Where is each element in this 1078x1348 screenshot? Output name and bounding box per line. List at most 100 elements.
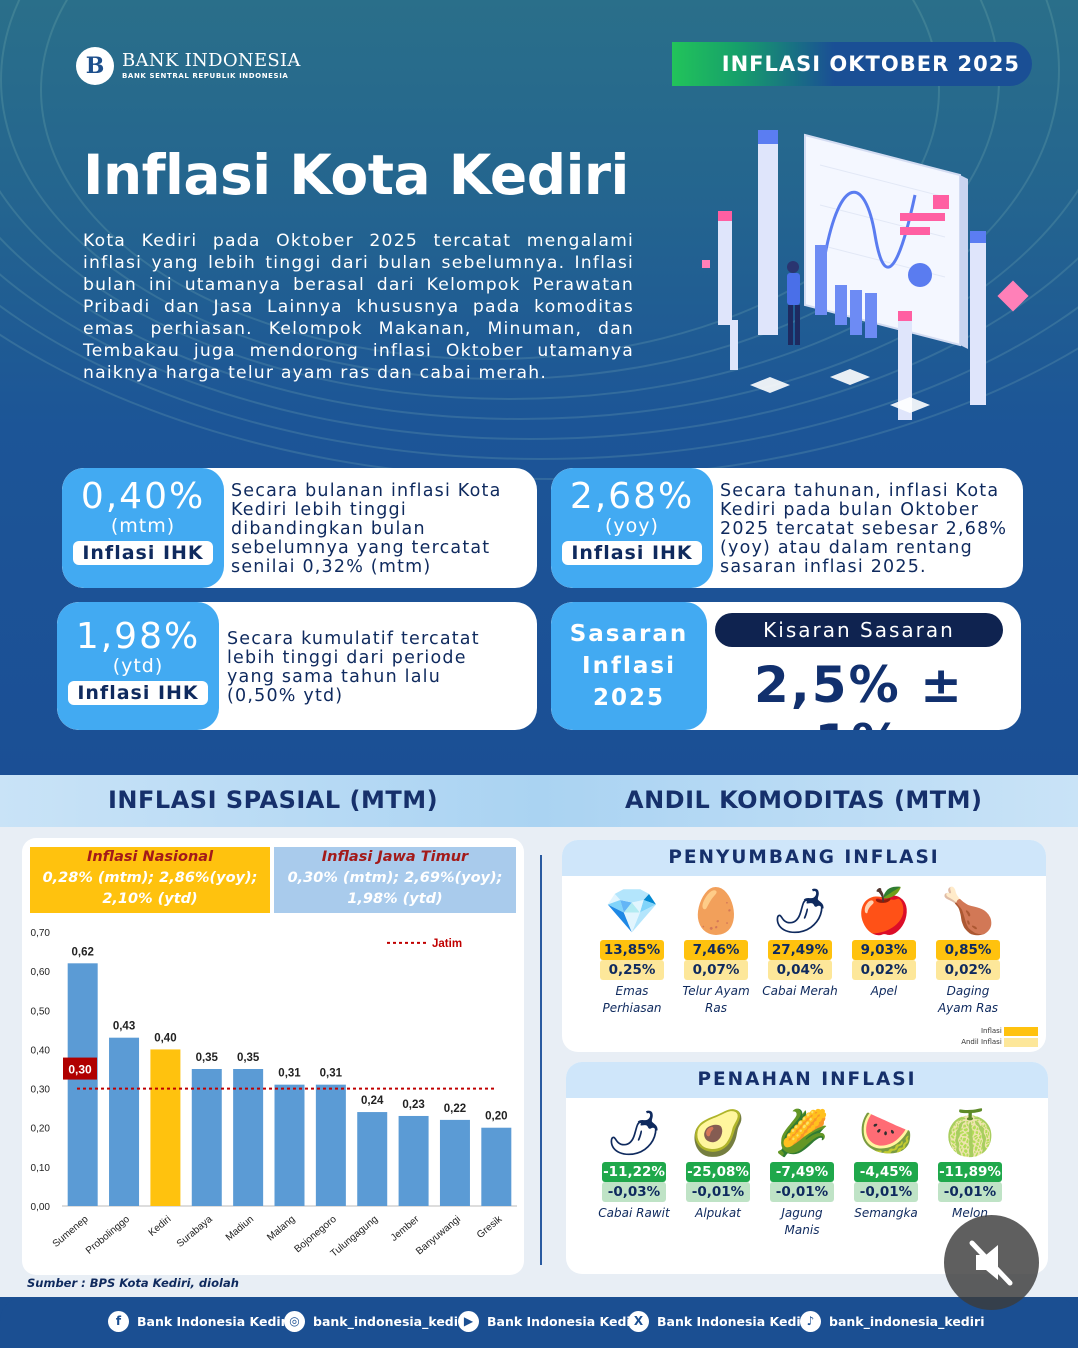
commodity-item: 🌶 27,49% 0,04% Cabai Merah <box>760 884 840 1000</box>
yoy-value: 2,68% <box>569 476 695 517</box>
bar-value-label: 0,43 <box>113 1021 135 1033</box>
y-tick-label: 0,00 <box>31 1202 51 1213</box>
yoy-label: Inflasi IHK <box>562 541 702 565</box>
inflation-value: 27,49% <box>768 940 832 960</box>
legend-inflasi-label: Inflasi <box>980 1027 1002 1035</box>
social-facebook[interactable]: f Bank Indonesia Kediri <box>108 1311 291 1332</box>
chicken-meat-icon: 🍗 <box>940 886 996 937</box>
reference-value-badge <box>63 1057 97 1080</box>
ytd-stat: 1,98% (ytd) Inflasi IHK <box>57 602 219 730</box>
chart-bar <box>357 1112 388 1206</box>
x-icon: X <box>628 1311 649 1332</box>
person-figure <box>787 261 800 345</box>
commodity-label: Daging Ayam Ras <box>937 984 999 1015</box>
mtm-description: Secara bulanan inflasi Kota Kediri lebih… <box>231 481 502 577</box>
national-inflation-title: Inflasi Nasional <box>86 849 214 865</box>
source-note: Sumber : BPS Kota Kediri, diolah <box>27 1276 239 1290</box>
legend-andil-label: Andil Inflasi <box>961 1038 1002 1046</box>
melon-icon: 🍈 <box>942 1108 998 1159</box>
period-banner: INFLASI OKTOBER 2025 <box>672 42 1032 86</box>
mtm-label: Inflasi IHK <box>73 541 213 565</box>
ytd-value: 1,98% <box>75 616 201 657</box>
y-tick-label: 0,10 <box>31 1163 51 1174</box>
social-label: Bank Indonesia Kediri <box>137 1314 292 1329</box>
bar-value-label: 0,35 <box>237 1052 260 1064</box>
contribution-value: 0,04% <box>768 960 832 980</box>
category-label: Madiun <box>224 1214 256 1244</box>
penyumbang-title: PENYUMBANG INFLASI <box>562 840 1046 876</box>
apple-icon: 🍎 <box>856 886 912 937</box>
social-instagram[interactable]: ◎ bank_indonesia_kediri <box>284 1311 469 1332</box>
mtm-stat: 0,40% (mtm) Inflasi IHK <box>62 468 224 588</box>
jatim-inflation-box: Inflasi Jawa Timur 0,30% (mtm); 2,69%(yo… <box>274 847 516 913</box>
social-label: bank_indonesia_kediri <box>313 1314 469 1329</box>
spatial-bar-chart: 0,00 0,10 0,20 0,30 0,40 0,50 0,60 0,70 0,62 Sume… <box>31 928 517 1260</box>
target-range-value: 2,5% ± 1% <box>754 656 964 730</box>
commodity-item: 💎 13,85% 0,25% Emas Perhiasan <box>592 884 672 1017</box>
bar-columns <box>815 245 877 338</box>
target-range-header: Kisaran Sasaran <box>715 613 1003 647</box>
bar-value-label: 0,31 <box>320 1068 343 1080</box>
eggs-icon: 🥚 <box>688 886 744 937</box>
category-label: Gresik <box>475 1213 505 1241</box>
jatim-inflation-values: 0,30% (mtm); 2,69%(yoy); 1,98% (ytd) <box>287 870 503 907</box>
yoy-description: Secara tahunan, inflasi Kota Kediri pada… <box>720 481 1008 577</box>
bar-value-label: 0,35 <box>196 1052 219 1064</box>
social-label: bank_indonesia_kediri <box>829 1314 985 1329</box>
social-label: Bank Indonesia Kediri <box>657 1314 812 1329</box>
page-title: Inflasi Kota Kediri <box>83 143 629 207</box>
category-label: Malang <box>265 1214 297 1244</box>
inflation-value: 0,85% <box>936 940 1000 960</box>
ytd-card: 1,98% (ytd) Inflasi IHK Secara kumulatif… <box>57 602 537 730</box>
legend-label: Jatim <box>432 938 462 950</box>
inflation-value: -11,89% <box>938 1162 1002 1182</box>
category-label: Probolinggo <box>84 1214 132 1257</box>
contribution-value: -0,01% <box>938 1182 1002 1202</box>
mute-button[interactable] <box>944 1215 1039 1310</box>
chart-bar <box>481 1127 512 1206</box>
bar-value-label: 0,62 <box>71 946 93 958</box>
youtube-icon: ▶ <box>458 1311 479 1332</box>
legend-inflasi-swatch <box>1004 1026 1038 1036</box>
cayenne-chili-icon: 🌶 <box>606 1108 662 1159</box>
mtm-unit: (mtm) <box>110 515 176 537</box>
social-youtube[interactable]: ▶ Bank Indonesia Kediri <box>458 1311 641 1332</box>
inflation-value: -4,45% <box>854 1162 918 1182</box>
commodity-label: Jagung Manis <box>781 1206 823 1237</box>
target-label: Sasaran Inflasi 2025 <box>551 602 707 730</box>
chart-bar <box>67 963 98 1206</box>
category-label: Jember <box>389 1213 422 1243</box>
contribution-value: -0,01% <box>770 1182 834 1202</box>
watermelon-icon: 🍉 <box>858 1108 914 1159</box>
jatim-inflation-title: Inflasi Jawa Timur <box>321 849 469 865</box>
commodity-label: Alpukat <box>695 1206 741 1220</box>
necklace-icon: 💎 <box>604 886 660 937</box>
section-divider <box>540 855 542 1265</box>
social-tiktok[interactable]: ♪ bank_indonesia_kediri <box>800 1311 985 1332</box>
terrace-decoration <box>0 0 1078 460</box>
category-label: Surabaya <box>175 1214 215 1250</box>
commodity-item: 🍗 0,85% 0,02% Daging Ayam Ras <box>928 884 1008 1017</box>
ytd-description: Secara kumulatif tercatat lebih tinggi d… <box>227 629 480 706</box>
commodity-label: Cabai Rawit <box>598 1206 670 1220</box>
bar-value-label: 0,24 <box>361 1095 384 1107</box>
inflation-value: 13,85% <box>600 940 664 960</box>
y-tick-label: 0,30 <box>31 1085 51 1096</box>
penyumbang-card: PENYUMBANG INFLASI 💎 13,85% 0,25% Emas Perh… <box>562 840 1046 1052</box>
terrace-decoration <box>0 0 1078 420</box>
social-footer: f Bank Indonesia Kediri ◎ bank_indonesia_k… <box>0 1297 1078 1348</box>
contribution-value: 0,25% <box>600 960 664 980</box>
contribution-value: -0,01% <box>686 1182 750 1202</box>
social-label: Bank Indonesia Kediri <box>487 1314 642 1329</box>
national-inflation-values: 0,28% (mtm); 2,86%(yoy); 2,10% (ytd) <box>42 870 258 907</box>
bar-value-label: 0,40 <box>154 1032 176 1044</box>
social-x[interactable]: X Bank Indonesia Kediri <box>628 1311 811 1332</box>
yoy-card: 2,68% (yoy) Inflasi IHK Secara tahunan, … <box>551 468 1023 588</box>
terrace-decoration <box>0 0 1078 440</box>
ytd-label: Inflasi IHK <box>68 681 208 705</box>
commodity-label: Emas Perhiasan <box>602 984 662 1015</box>
avocado-icon: 🥑 <box>690 1108 746 1159</box>
chart-bar <box>191 1069 222 1206</box>
chart-bar <box>398 1115 429 1206</box>
mtm-value: 0,40% <box>80 476 206 517</box>
